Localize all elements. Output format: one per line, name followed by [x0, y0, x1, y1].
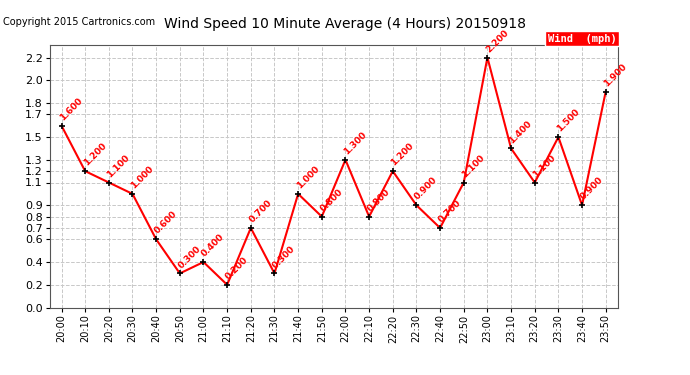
Text: 0.800: 0.800 [318, 187, 344, 213]
Text: 1.000: 1.000 [295, 164, 321, 190]
Text: 2.200: 2.200 [484, 28, 510, 54]
Text: 0.200: 0.200 [224, 255, 250, 281]
Text: Wind  (mph): Wind (mph) [548, 34, 616, 44]
Text: 1.400: 1.400 [508, 118, 534, 145]
Text: 1.100: 1.100 [106, 153, 132, 179]
Text: 1.200: 1.200 [81, 141, 108, 168]
Text: 0.900: 0.900 [413, 176, 439, 202]
Text: Wind Speed 10 Minute Average (4 Hours) 20150918: Wind Speed 10 Minute Average (4 Hours) 2… [164, 17, 526, 31]
Text: 1.100: 1.100 [460, 153, 486, 179]
Text: 0.400: 0.400 [200, 232, 226, 259]
Text: 1.300: 1.300 [342, 130, 368, 156]
Text: 0.700: 0.700 [247, 198, 273, 225]
Text: 1.900: 1.900 [602, 62, 629, 88]
Text: 1.200: 1.200 [389, 141, 415, 168]
Text: Copyright 2015 Cartronics.com: Copyright 2015 Cartronics.com [3, 17, 155, 27]
Text: 1.500: 1.500 [555, 107, 581, 134]
Text: 0.900: 0.900 [578, 176, 604, 202]
Text: 0.800: 0.800 [366, 187, 392, 213]
Text: 0.600: 0.600 [152, 210, 179, 236]
Text: 0.700: 0.700 [437, 198, 463, 225]
Text: 0.300: 0.300 [176, 244, 202, 270]
Text: 1.100: 1.100 [531, 153, 558, 179]
Text: 1.000: 1.000 [129, 164, 155, 190]
Text: 0.300: 0.300 [271, 244, 297, 270]
Text: 1.600: 1.600 [58, 96, 84, 122]
